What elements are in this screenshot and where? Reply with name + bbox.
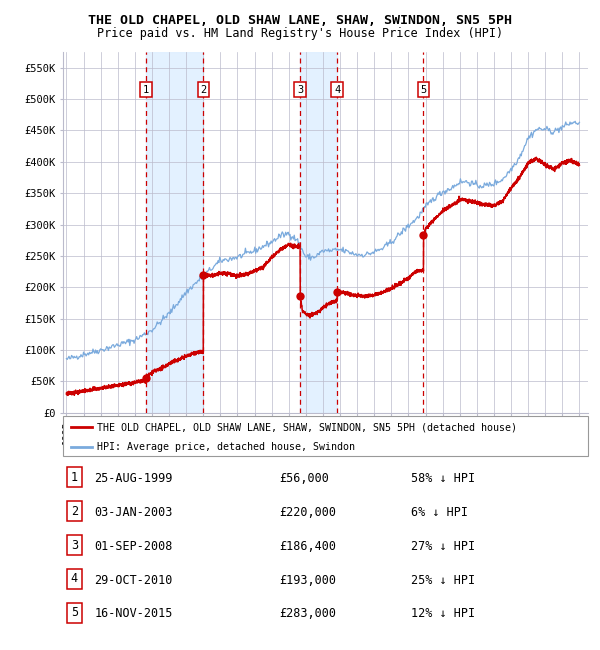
Text: 03-JAN-2003: 03-JAN-2003 [94,506,173,519]
Text: Price paid vs. HM Land Registry's House Price Index (HPI): Price paid vs. HM Land Registry's House … [97,27,503,40]
Text: 12% ↓ HPI: 12% ↓ HPI [411,608,475,621]
FancyBboxPatch shape [63,416,588,456]
Text: 27% ↓ HPI: 27% ↓ HPI [411,540,475,553]
Text: £193,000: £193,000 [279,574,336,587]
Text: 58% ↓ HPI: 58% ↓ HPI [411,473,475,486]
Text: 5: 5 [421,85,427,95]
Text: 01-SEP-2008: 01-SEP-2008 [94,540,173,553]
Text: 3: 3 [71,539,78,552]
Text: 2: 2 [71,505,78,518]
Text: 2: 2 [200,85,206,95]
Text: 4: 4 [334,85,340,95]
Text: 3: 3 [297,85,304,95]
Text: 6% ↓ HPI: 6% ↓ HPI [411,506,468,519]
Text: THE OLD CHAPEL, OLD SHAW LANE, SHAW, SWINDON, SN5 5PH: THE OLD CHAPEL, OLD SHAW LANE, SHAW, SWI… [88,14,512,27]
Bar [300,52,337,413]
Text: £186,400: £186,400 [279,540,336,553]
Text: £220,000: £220,000 [279,506,336,519]
Text: 29-OCT-2010: 29-OCT-2010 [94,574,173,587]
Text: £283,000: £283,000 [279,608,336,621]
Text: THE OLD CHAPEL, OLD SHAW LANE, SHAW, SWINDON, SN5 5PH (detached house): THE OLD CHAPEL, OLD SHAW LANE, SHAW, SWI… [97,422,517,432]
Text: 4: 4 [71,573,78,586]
Text: 25% ↓ HPI: 25% ↓ HPI [411,574,475,587]
Bar [146,52,203,413]
Text: 5: 5 [71,606,78,619]
Text: 16-NOV-2015: 16-NOV-2015 [94,608,173,621]
Text: HPI: Average price, detached house, Swindon: HPI: Average price, detached house, Swin… [97,443,355,452]
Text: £56,000: £56,000 [279,473,329,486]
Text: 1: 1 [71,471,78,484]
Text: 25-AUG-1999: 25-AUG-1999 [94,473,173,486]
Text: 1: 1 [143,85,149,95]
